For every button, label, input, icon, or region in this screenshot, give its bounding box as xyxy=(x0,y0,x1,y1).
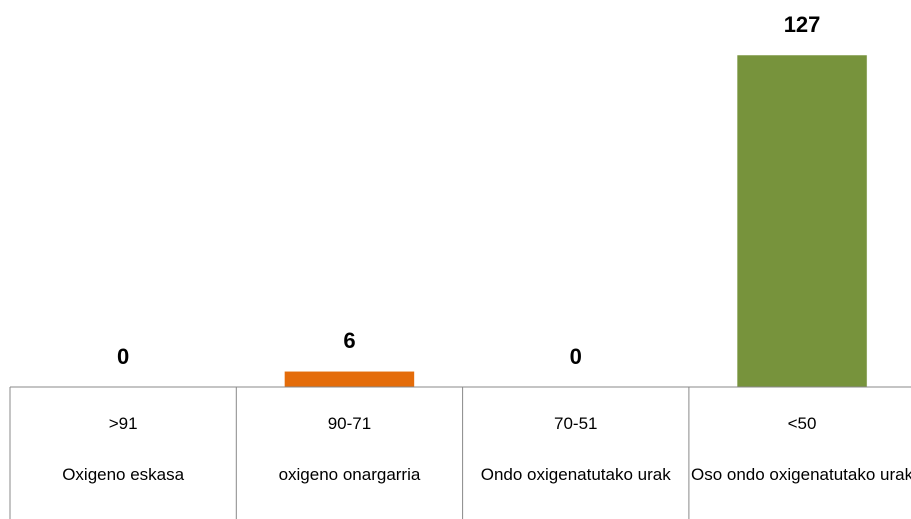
category-description: Oso ondo oxigenatutako urak xyxy=(690,465,911,484)
data-label: 0 xyxy=(569,344,582,369)
x-tick-label: 70-51 xyxy=(554,414,598,433)
x-tick-label: <50 xyxy=(787,414,817,433)
x-tick-label: 90-71 xyxy=(327,414,372,433)
data-label: 127 xyxy=(783,12,821,37)
category-description: Ondo oxigenatutako urak xyxy=(480,465,671,484)
bar xyxy=(284,371,415,388)
bar xyxy=(736,54,868,388)
data-label: 6 xyxy=(343,328,356,354)
category-description: oxigeno onargarria xyxy=(278,465,421,484)
x-tick-label: >91 xyxy=(108,414,138,433)
category-description: Oxigeno eskasa xyxy=(62,465,185,484)
data-label: 0 xyxy=(117,344,130,369)
